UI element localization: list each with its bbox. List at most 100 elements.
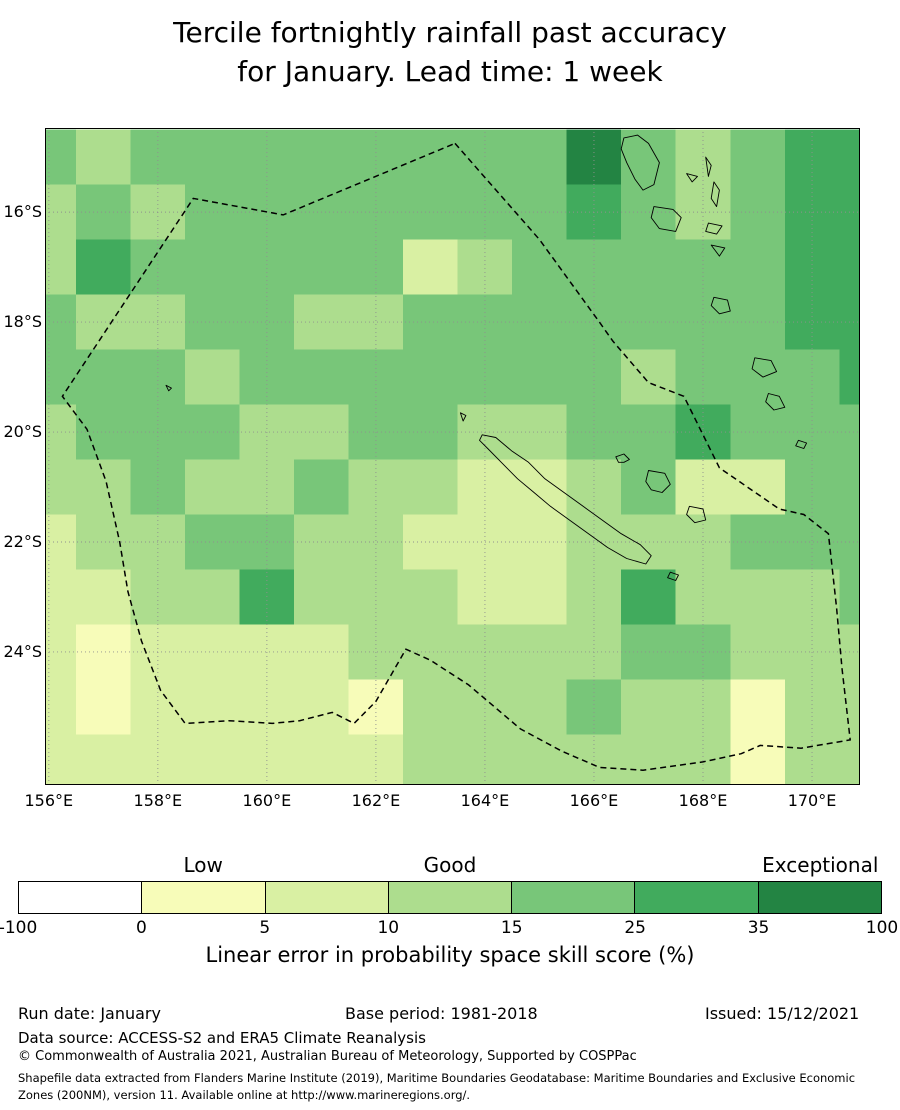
heatmap-cell: [784, 129, 840, 185]
heatmap-cell: [512, 569, 567, 625]
map-frame: [45, 128, 860, 785]
heatmap-cell: [76, 239, 131, 295]
heatmap-cell: [566, 349, 622, 405]
heatmap-cell: [130, 129, 186, 185]
heatmap-cell: [512, 624, 567, 680]
heatmap-cell: [45, 294, 77, 350]
heatmap-cell: [403, 514, 458, 570]
chart-title-line2: for January. Lead time: 1 week: [237, 54, 663, 88]
colorbar-category-good: Good: [423, 853, 477, 877]
heatmap-cell: [45, 514, 77, 570]
ouvea-coastline-icon: [615, 453, 630, 463]
lifou-coastline-icon: [645, 470, 671, 493]
heatmap-cell: [457, 459, 513, 515]
aneityum-coastline-icon: [795, 439, 808, 449]
heatmap-cell: [621, 404, 676, 460]
heatmap-cell: [294, 129, 349, 185]
heatmap-cell: [839, 679, 860, 735]
heatmap-cell: [675, 734, 731, 785]
heatmap-cell: [675, 679, 731, 735]
heatmap-cell: [76, 569, 131, 625]
heatmap-cell: [348, 734, 404, 785]
heatmap-cell: [621, 569, 676, 625]
maewo-coastline-icon: [705, 156, 712, 177]
ambrym-coastline-icon: [705, 222, 723, 235]
colorbar-segment: [265, 882, 389, 913]
heatmap-cell: [621, 184, 676, 240]
data-source-text: Data source: ACCESS-S2 and ERA5 Climate …: [18, 1029, 426, 1047]
base-period-text: Base period: 1981-2018: [345, 1004, 538, 1023]
run-date-text: Run date: January: [18, 1004, 161, 1023]
tanna-coastline-icon: [765, 393, 786, 411]
heatmap-cell: [839, 459, 860, 515]
lon-tick-label: 170°E: [787, 791, 837, 810]
heatmap-cell: [294, 679, 349, 735]
heatmap-cell: [348, 239, 404, 295]
heatmap-cell: [348, 514, 404, 570]
heatmap-cell: [839, 129, 860, 185]
heatmap-cell: [839, 569, 860, 625]
heatmap-cell: [130, 349, 186, 405]
chesterfield-islet-coastline-icon: [165, 384, 172, 392]
heatmap-cell: [185, 294, 240, 350]
heatmap-cell: [45, 569, 77, 625]
heatmap-cell: [45, 349, 77, 405]
colorbar-tick: 100: [865, 918, 899, 938]
heatmap-cell: [512, 239, 567, 295]
heatmap-cell: [730, 734, 785, 785]
heatmap-cell: [839, 734, 860, 785]
heatmap-cell: [185, 514, 240, 570]
heatmap-cell: [403, 679, 458, 735]
lat-tick-label: 22°S: [3, 531, 42, 551]
heatmap-cell: [403, 184, 458, 240]
heatmap-cell: [76, 184, 131, 240]
heatmap-cell: [185, 349, 240, 405]
heatmap-cell: [675, 129, 731, 185]
heatmap-cell: [457, 679, 513, 735]
heatmap-cell: [730, 129, 785, 185]
heatmap-cell: [621, 239, 676, 295]
mare-coastline-icon: [686, 505, 707, 524]
heatmap-cell: [348, 129, 404, 185]
lat-tick-label: 24°S: [3, 641, 42, 661]
heatmap-cell: [239, 459, 295, 515]
heatmap-cell: [45, 679, 77, 735]
heatmap-cell: [294, 349, 349, 405]
colorbar-category-exceptional: Exceptional: [762, 853, 879, 877]
heatmap-cell: [76, 679, 131, 735]
espiritu-santo-coastline-icon: [620, 134, 660, 191]
heatmap-cell: [457, 129, 513, 185]
heatmap-cell: [566, 679, 622, 735]
heatmap-cell: [512, 404, 567, 460]
heatmap-cell: [403, 294, 458, 350]
heatmap-cell: [348, 459, 404, 515]
heatmap-cell: [784, 679, 840, 735]
heatmap-cell: [512, 184, 567, 240]
heatmap-cell: [675, 349, 731, 405]
heatmap-cell: [784, 459, 840, 515]
lon-tick-label: 156°E: [24, 791, 74, 810]
colorbar-segment: [635, 882, 759, 913]
heatmap-cell: [185, 569, 240, 625]
heatmap-cell: [130, 459, 186, 515]
heatmap-cell: [730, 239, 785, 295]
heatmap-cell: [294, 239, 349, 295]
heatmap-cell: [512, 459, 567, 515]
heatmap-cell: [512, 514, 567, 570]
heatmap-cell: [512, 294, 567, 350]
heatmap-cell: [784, 349, 840, 405]
shapefile-attribution-text: Shapefile data extracted from Flanders M…: [18, 1071, 856, 1102]
lon-tick-label: 160°E: [242, 791, 292, 810]
colorbar-tick: 5: [259, 918, 271, 938]
heatmap-cell: [348, 349, 404, 405]
erromango-coastline-icon: [751, 357, 778, 378]
heatmap-cell: [784, 734, 840, 785]
heatmap-cell: [566, 129, 622, 185]
heatmap-cell: [45, 404, 77, 460]
colorbar-tick-labels: -100 0 5 10 15 25 35 100: [0, 918, 898, 940]
heatmap-cell: [45, 734, 77, 785]
heatmap-cell: [457, 349, 513, 405]
lon-tick-label: 168°E: [678, 791, 728, 810]
heatmap-cell: [45, 239, 77, 295]
